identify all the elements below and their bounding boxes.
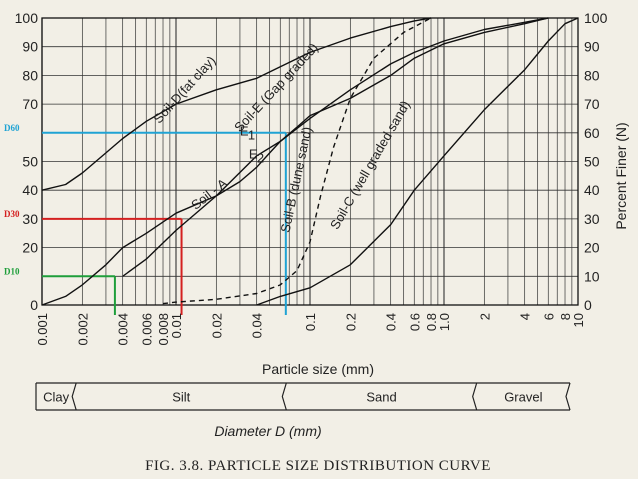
y-left-tick-label: 90 xyxy=(22,39,38,55)
y-right-tick-label: 50 xyxy=(584,154,600,170)
curve-soil-e-gap-graded- xyxy=(122,17,549,277)
y-right-tick-label: 100 xyxy=(584,10,608,26)
y-right-tick-label: 70 xyxy=(584,96,600,112)
curve-soil-d-fat-clay- xyxy=(41,17,432,191)
x-tick-label: 0.001 xyxy=(35,313,50,346)
ref-line-label: D60 xyxy=(4,123,20,133)
y-axis-left-ticks: 0 20 30 40 50 70 80 90 100 xyxy=(15,10,39,313)
x-tick-label: 0.2 xyxy=(343,313,358,331)
band-sand: Sand xyxy=(366,390,396,405)
x-tick-label: 0.4 xyxy=(384,313,399,331)
x-tick-label: 0.01 xyxy=(169,313,184,338)
annotation-label: E xyxy=(240,124,249,139)
y-right-tick-label: 30 xyxy=(584,211,600,227)
y-left-tick-label: 40 xyxy=(22,182,38,198)
y-left-tick-label: 100 xyxy=(15,10,39,26)
size-band-strip: Clay Silt Sand Gravel xyxy=(35,382,571,411)
figure-caption: FIG. 3.8. PARTICLE SIZE DISTRIBUTION CUR… xyxy=(145,458,491,474)
y-right-tick-label: 40 xyxy=(584,182,600,198)
band-divider xyxy=(71,382,77,411)
x-tick-label: 8 xyxy=(558,313,573,320)
x-tick-label: 10 xyxy=(571,313,586,327)
annotation-subscript: 2 xyxy=(257,151,264,166)
y-left-tick-label: 80 xyxy=(22,67,38,83)
ref-line-label: D30 xyxy=(4,209,20,219)
y-axis-label: Percent Finer (N) xyxy=(613,122,629,229)
x-axis-label: Particle size (mm) xyxy=(262,361,374,377)
ref-line-label: D10 xyxy=(4,266,20,276)
y-left-tick-label: 50 xyxy=(22,154,38,170)
x-tick-label: 0.8 xyxy=(424,313,439,331)
band-gravel: Gravel xyxy=(504,390,542,405)
diameter-label: Diameter D (mm) xyxy=(214,423,321,439)
band-clay: Clay xyxy=(43,390,70,405)
band-divider xyxy=(472,382,478,411)
x-tick-label: 4 xyxy=(518,313,533,320)
curve-soil-b-dune-sand- xyxy=(162,17,432,305)
y-left-tick-label: 70 xyxy=(22,96,38,112)
curves xyxy=(41,17,579,306)
x-tick-label: 1.0 xyxy=(437,313,452,331)
x-tick-label: 0.006 xyxy=(139,313,154,346)
annotation-subscript: 1 xyxy=(248,128,255,143)
curve-soil-c-well-graded-sand- xyxy=(256,17,579,306)
y-right-tick-label: 10 xyxy=(584,268,600,284)
band-divider xyxy=(565,382,571,411)
x-tick-label: 2 xyxy=(477,313,492,320)
y-right-tick-label: 20 xyxy=(584,240,600,256)
x-tick-label: 0.002 xyxy=(75,313,90,346)
x-tick-label: 0.1 xyxy=(303,313,318,331)
y-right-tick-label: 90 xyxy=(584,39,600,55)
annotations: E 1E 2 xyxy=(240,124,264,166)
y-left-tick-label: 0 xyxy=(30,297,38,313)
x-tick-label: 0.02 xyxy=(209,313,224,338)
reference-lines: D60 D30 D10 xyxy=(4,123,287,315)
annotation-label: E xyxy=(249,147,258,162)
plot-area xyxy=(41,17,579,306)
x-tick-label: 0.004 xyxy=(116,313,131,346)
y-left-tick-label: 20 xyxy=(22,240,38,256)
band-silt: Silt xyxy=(172,390,190,405)
x-tick-label: 0.008 xyxy=(156,313,171,346)
y-left-tick-label: 30 xyxy=(22,211,38,227)
x-tick-label: 0.04 xyxy=(250,313,265,338)
x-tick-label: 6 xyxy=(541,313,556,320)
y-axis-right-ticks: 0 10 20 30 40 50 60 70 80 90 100 xyxy=(584,10,608,313)
y-right-tick-label: 0 xyxy=(584,297,592,313)
curve-soil-a xyxy=(41,17,549,306)
x-tick-label: 0.6 xyxy=(407,313,422,331)
y-right-tick-label: 60 xyxy=(584,125,600,141)
y-right-tick-label: 80 xyxy=(584,67,600,83)
band-divider xyxy=(281,382,287,411)
